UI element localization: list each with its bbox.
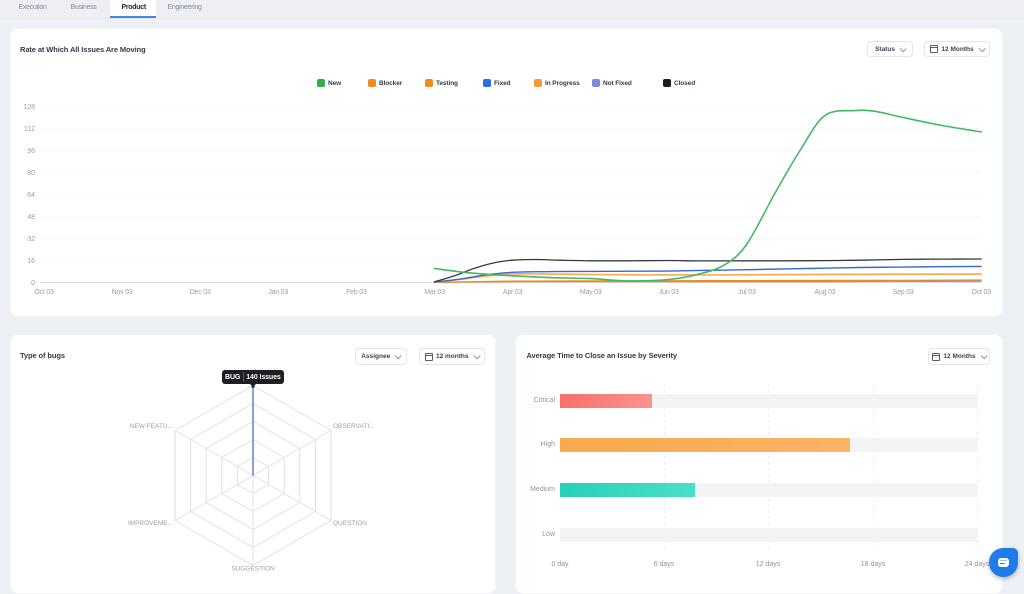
svg-text:16: 16 [27,258,35,265]
svg-text:Apr 03: Apr 03 [503,289,523,296]
svg-text:Jun 03: Jun 03 [659,289,679,296]
svg-text:Jul 03: Jul 03 [738,289,756,296]
svg-text:128: 128 [23,104,35,111]
svg-text:0: 0 [31,280,35,287]
svg-text:112: 112 [24,126,35,133]
svg-text:Dec 03: Dec 03 [190,289,211,296]
svg-text:Oct 03: Oct 03 [971,289,991,296]
svg-text:May 03: May 03 [580,289,602,296]
svg-text:Feb 03: Feb 03 [346,289,367,296]
svg-text:Oct 03: Oct 03 [34,289,54,296]
svg-text:SUGGESTION: SUGGESTION [231,566,275,573]
svg-text:64: 64 [27,192,35,199]
svg-text:32: 32 [27,236,35,243]
svg-text:OBSERVATI...: OBSERVATI... [333,423,375,430]
svg-text:NEW FEATU...: NEW FEATU... [130,423,173,430]
svg-text:Aug 03: Aug 03 [815,289,836,296]
svg-text:96: 96 [27,148,35,155]
svg-text:Mar 03: Mar 03 [424,289,445,296]
svg-text:Jan 03: Jan 03 [268,289,288,296]
svg-text:IMPROVEME...: IMPROVEME... [128,520,173,527]
svg-text:Sep 03: Sep 03 [893,289,914,296]
svg-text:48: 48 [27,214,35,221]
svg-text:Nov 03: Nov 03 [112,289,133,296]
svg-text:QUESTION: QUESTION [333,520,367,527]
svg-text:80: 80 [27,170,35,177]
